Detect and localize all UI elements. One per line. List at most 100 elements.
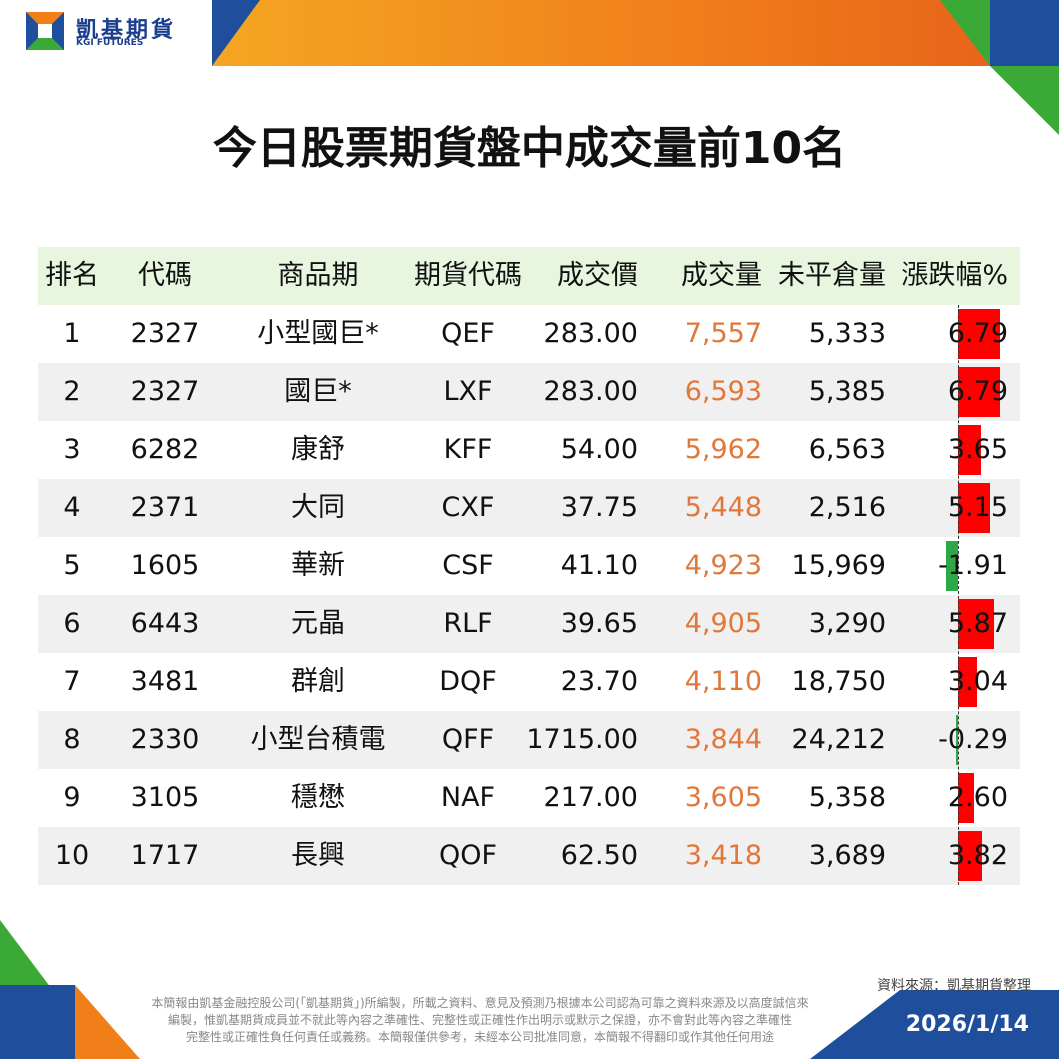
cell: 4,923 [684,550,762,581]
cell: 2,516 [808,492,886,523]
cell: 3,418 [684,840,762,871]
cell: KFF [443,434,493,465]
cell: -0.29 [938,724,1008,755]
change-bar [958,367,1001,417]
cell: 1605 [130,550,200,581]
cell: 1717 [130,840,200,871]
cell: 6.79 [947,318,1008,349]
column-header: 代碼 [138,260,192,291]
cell: 5,358 [808,782,886,813]
cell: 3.82 [947,840,1008,871]
cell: 1 [63,318,81,349]
cell: 7,557 [684,318,762,349]
cell: 小型台積電 [250,724,386,755]
cell: 7 [63,666,81,697]
cell: 2 [63,376,81,407]
cell: 4 [63,492,81,523]
cell: 4,110 [684,666,762,697]
brand-en: KGI FUTURES [76,38,144,48]
cell: 283.00 [543,376,638,407]
change-bar [956,715,958,765]
cell: 群創 [291,666,345,697]
table: 排名 代碼 商品期 期貨代碼 成交價 成交量 未平倉量 漲跌幅% 1 2327 小型國巨* QEF 28… [38,247,1020,885]
cell: 華新 [291,550,345,581]
cell: 6,593 [684,376,762,407]
cell: 2.60 [947,782,1008,813]
cell: 62.50 [560,840,638,871]
cell: 9 [63,782,81,813]
table-row: 9 3105 穩懋 NAF 217.00 3,605 5,358 2.60 [38,769,1020,827]
change-bar [958,657,977,707]
disclaimer-line: 本簡報由凱基金融控股公司(「凱基期貨」)所編製，所載之資料、意見及預測乃根據本公… [151,996,809,1010]
table-row: 1 2327 小型國巨* QEF 283.00 7,557 5,333 6.79 [38,305,1020,363]
change-bar [958,773,975,823]
change-bar [958,831,982,881]
cell: 6.79 [947,376,1008,407]
brand: 凱基期貨 [76,18,177,43]
column-header: 商品期 [277,260,359,291]
cell: 54.00 [560,434,638,465]
column-header: 成交量 [681,260,762,291]
cell: 大同 [291,492,345,523]
cell: 6443 [130,608,200,639]
cell: 4,905 [684,608,762,639]
column-header: 漲跌幅% [901,260,1008,291]
cell: 國巨* [284,376,352,407]
table-row: 8 2330 小型台積電 QFF 1715.00 3,844 24,212 -0.29 [38,711,1020,769]
cell: 康舒 [291,434,345,465]
column-header: 期貨代碼 [414,260,522,291]
disclaimer-line: 編製，惟凱基期貨成員並不就此等內容之準確性、完整性或正確性作出明示或默示之保證，… [167,1013,792,1027]
cell: 24,212 [791,724,886,755]
cell: 5,385 [808,376,886,407]
cell: 10 [54,840,90,871]
cell: -1.91 [938,550,1008,581]
column-header: 成交價 [557,260,638,291]
cell: 5,962 [684,434,762,465]
cell: DQF [439,666,497,697]
table-row: 5 1605 華新 CSF 41.10 4,923 15,969 -1.91 [38,537,1020,595]
zero-line [958,305,959,885]
cell: 283.00 [543,318,638,349]
cell: 3.65 [947,434,1008,465]
cell: LXF [443,376,493,407]
cell: 2330 [130,724,200,755]
cell: 6,563 [808,434,886,465]
cell: 15,969 [791,550,886,581]
table-row: 2 2327 國巨* LXF 283.00 6,593 5,385 6.79 [38,363,1020,421]
cell: 2327 [130,318,200,349]
cell: NAF [440,782,496,813]
cell: 元晶 [291,608,345,639]
cell: 6 [63,608,81,639]
title: 今日股票期貨盤中成交量前10名 [212,123,847,174]
cell: 3105 [130,782,200,813]
cell: 37.75 [560,492,638,523]
table-row: 4 2371 大同 CXF 37.75 5,448 2,516 5.15 [38,479,1020,537]
cell: 穩懋 [291,782,345,813]
change-bar [958,483,990,533]
cell: 2327 [130,376,200,407]
header-row: 排名 代碼 商品期 期貨代碼 成交價 成交量 未平倉量 漲跌幅% [38,247,1020,305]
cell: 3 [63,434,81,465]
disclaimer-line: 完整性或正確性負任何責任或義務。本簡報僅供參考，未經本公司批准同意，本簡報不得翻… [185,1030,774,1044]
cell: RLF [443,608,493,639]
cell: 5.15 [947,492,1008,523]
change-bar [958,425,981,475]
cell: QOF [438,840,498,871]
column-header: 未平倉量 [778,260,886,291]
cell: 5.87 [947,608,1008,639]
cell: 3.04 [947,666,1008,697]
change-bar [958,599,995,649]
table-row: 10 1717 長興 QOF 62.50 3,418 3,689 3.82 [38,827,1020,885]
cell: 5,333 [808,318,886,349]
cell: 長興 [291,840,345,871]
cell: 1715.00 [526,724,638,755]
cell: 2371 [130,492,200,523]
cell: 8 [63,724,81,755]
table-row: 6 6443 元晶 RLF 39.65 4,905 3,290 5.87 [38,595,1020,653]
change-bar [958,309,1001,359]
table-row: 3 6282 康舒 KFF 54.00 5,962 6,563 3.65 [38,421,1020,479]
cell: 小型國巨* [257,318,379,349]
cell: 217.00 [543,782,638,813]
cell: 3,844 [684,724,762,755]
